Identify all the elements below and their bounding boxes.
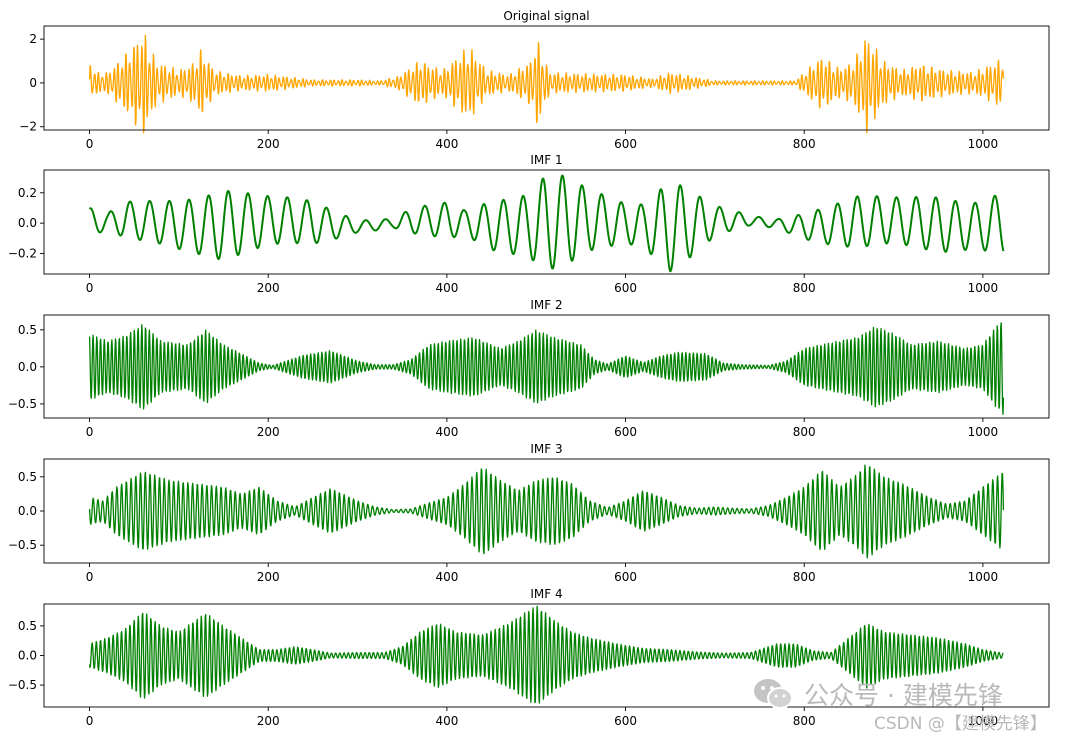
x-tick-label: 1000 <box>968 714 999 728</box>
x-tick-label: 1000 <box>968 425 999 439</box>
x-tick-label: 800 <box>793 570 816 584</box>
signal-line <box>88 464 1005 559</box>
subplot-4: IMF 3 0 200 400 600 800 1000 −0.5 0.0 0.5 <box>8 442 1050 584</box>
x-tick-label: 600 <box>614 570 637 584</box>
wechat-logo-icon <box>752 676 796 716</box>
y-tick-label: 0.0 <box>18 216 37 230</box>
watermark-csdn-text: CSDN @【建模先锋】 <box>874 714 1047 734</box>
axes-frame <box>43 25 1050 131</box>
x-tick-label: 200 <box>257 714 280 728</box>
subplot-title: IMF 3 <box>530 442 562 456</box>
signal-line <box>88 34 1005 134</box>
subplot-2: IMF 1 0 200 400 600 800 1000 −0.2 0.0 0.2 <box>8 153 1050 295</box>
x-tick-label: 1000 <box>968 281 999 295</box>
y-tick-label: 0 <box>29 76 37 90</box>
x-tick-label: 800 <box>793 137 816 151</box>
x-tick-label: 200 <box>257 137 280 151</box>
y-tick-label: −0.2 <box>8 247 37 261</box>
signal-line <box>88 174 1005 273</box>
x-tick-label: 200 <box>257 425 280 439</box>
subplot-title: Original signal <box>503 9 589 23</box>
y-tick-label: 0.5 <box>18 619 37 633</box>
x-tick-label: 200 <box>257 281 280 295</box>
x-tick-label: 800 <box>793 714 816 728</box>
subplot-title: IMF 1 <box>530 153 562 167</box>
subplot-title: IMF 2 <box>530 298 562 312</box>
x-tick-label: 600 <box>614 137 637 151</box>
x-tick-label: 1000 <box>968 137 999 151</box>
y-tick-label: 0.2 <box>18 186 37 200</box>
x-tick-label: 400 <box>435 425 458 439</box>
signal-line <box>88 605 1004 704</box>
y-tick-label: −2 <box>19 120 37 134</box>
subplot-5: IMF 4 0 200 400 600 800 1000 −0.5 0.0 0.5 <box>8 587 1050 728</box>
x-tick-label: 800 <box>793 281 816 295</box>
x-tick-label: 600 <box>614 425 637 439</box>
y-tick-label: 0.0 <box>18 504 37 518</box>
y-tick-label: 0.0 <box>18 360 37 374</box>
x-tick-label: 0 <box>86 281 94 295</box>
subplot-title: IMF 4 <box>530 587 562 601</box>
x-tick-label: 0 <box>86 425 94 439</box>
x-tick-label: 600 <box>614 714 637 728</box>
x-tick-label: 400 <box>435 137 458 151</box>
x-tick-label: 400 <box>435 281 458 295</box>
x-tick-label: 200 <box>257 570 280 584</box>
x-tick-label: 400 <box>435 570 458 584</box>
x-tick-label: 1000 <box>968 570 999 584</box>
y-tick-label: −0.5 <box>8 678 37 692</box>
y-tick-label: −0.5 <box>8 397 37 411</box>
x-tick-label: 0 <box>86 570 94 584</box>
x-tick-label: 800 <box>793 425 816 439</box>
y-tick-label: 0.5 <box>18 470 37 484</box>
y-tick-label: 2 <box>29 32 37 46</box>
x-tick-label: 400 <box>435 714 458 728</box>
x-tick-label: 600 <box>614 281 637 295</box>
y-tick-label: 0.0 <box>18 649 37 663</box>
x-tick-label: 0 <box>86 714 94 728</box>
signal-line <box>88 322 1005 415</box>
y-tick-label: 0.5 <box>18 323 37 337</box>
watermark-account-text: 公众号 · 建模先锋 <box>804 681 1003 710</box>
x-tick-label: 0 <box>86 137 94 151</box>
subplot-3: IMF 2 0 200 400 600 800 1000 −0.5 0.0 0.5 <box>8 298 1050 439</box>
subplot-1: Original signal 0 200 400 600 800 1000 −2 0 2 <box>19 9 1050 151</box>
y-tick-label: −0.5 <box>8 538 37 552</box>
axes-frame <box>43 169 1050 275</box>
